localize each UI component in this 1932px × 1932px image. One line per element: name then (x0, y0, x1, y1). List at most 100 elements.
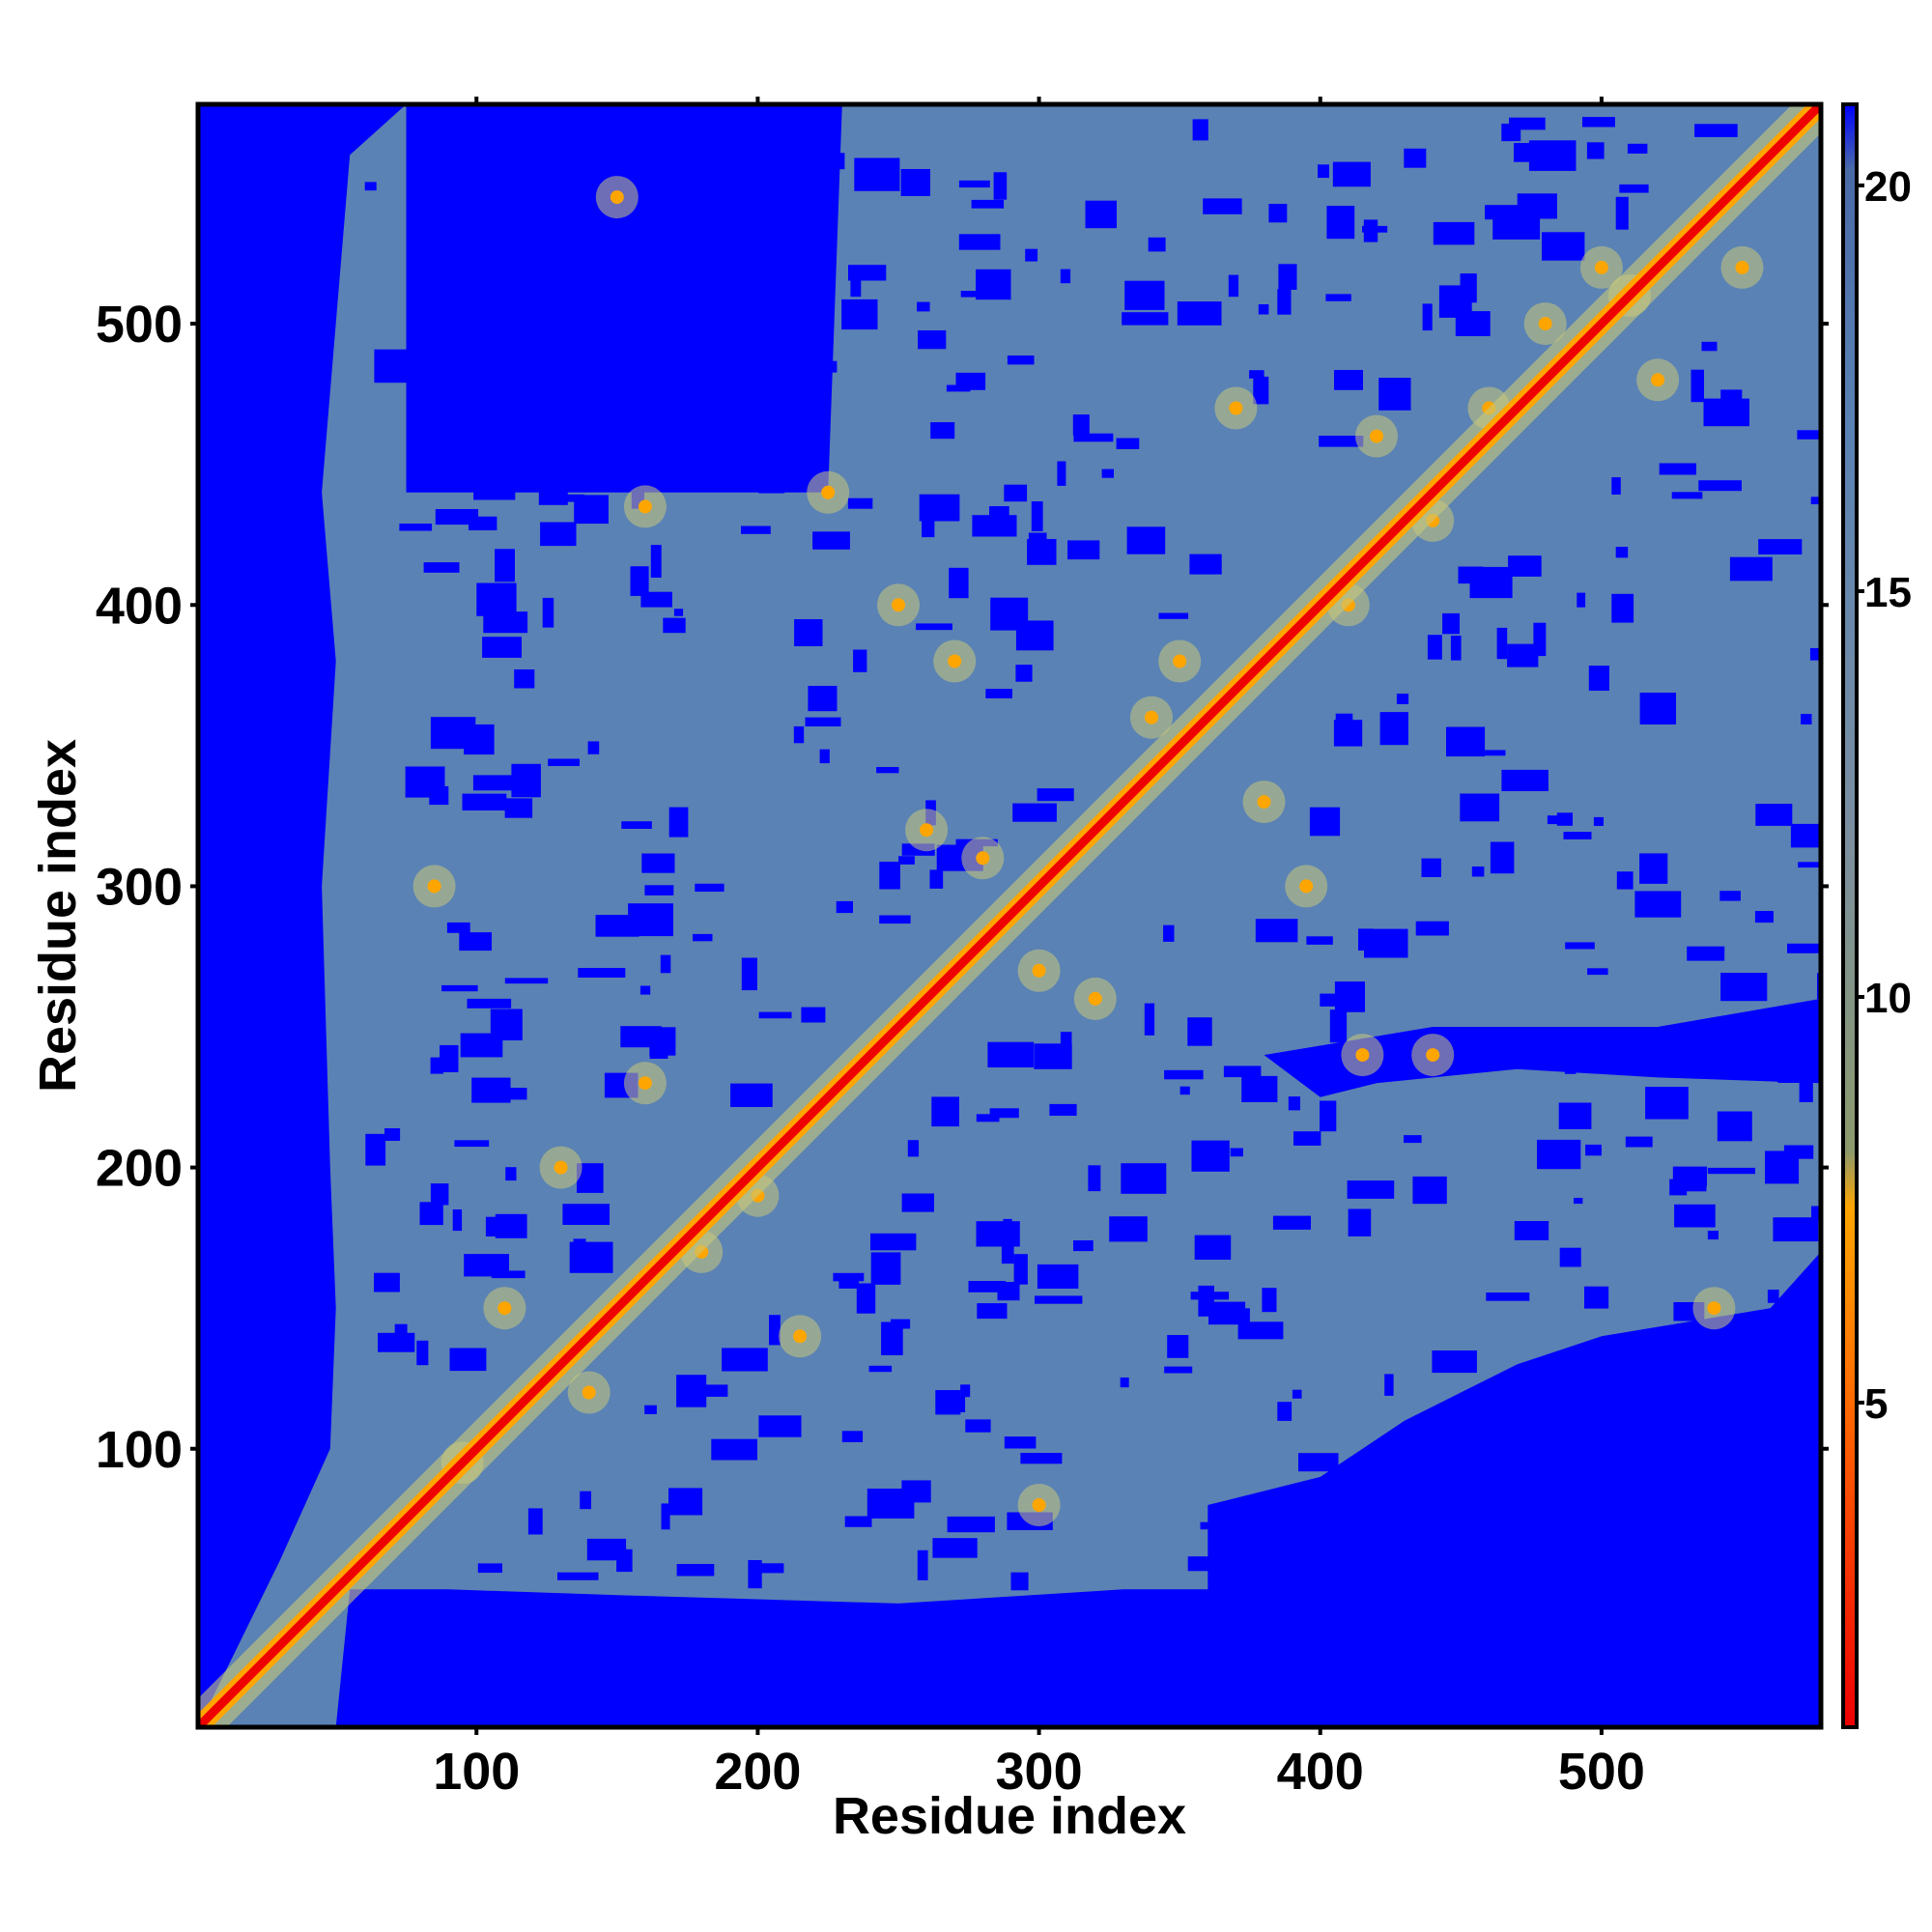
far-distance-cell (1577, 592, 1586, 608)
far-distance-cell (1492, 208, 1541, 240)
far-distance-cell (365, 1133, 386, 1166)
far-distance-cell (1501, 769, 1548, 791)
x-tick-label: 100 (433, 1743, 520, 1801)
far-distance-cell (898, 856, 915, 865)
far-distance-cell (1319, 436, 1364, 447)
far-distance-cell (1379, 712, 1408, 746)
contact-point (1594, 260, 1608, 274)
contact-point (1370, 429, 1383, 443)
far-distance-cell (1477, 750, 1506, 756)
far-distance-cell (1641, 1556, 1689, 1581)
far-distance-cell (918, 330, 947, 350)
far-distance-cell (1758, 539, 1803, 554)
far-distance-cell (750, 154, 794, 174)
far-distance-cell (1547, 815, 1566, 825)
far-distance-cell (1124, 280, 1165, 310)
far-distance-cell (917, 1549, 928, 1580)
far-distance-cell (1378, 378, 1411, 411)
far-distance-cell (854, 157, 900, 191)
far-distance-cell (1057, 461, 1066, 486)
far-distance-cell (1421, 858, 1441, 877)
far-distance-cell (505, 1167, 517, 1181)
far-distance-cell (1191, 1140, 1230, 1172)
far-distance-cell (441, 984, 478, 992)
far-distance-cell (836, 900, 853, 914)
far-distance-cell (805, 717, 841, 726)
far-distance-cell (794, 619, 823, 646)
far-distance-cell (1031, 501, 1043, 531)
far-distance-cell (416, 1340, 429, 1366)
contact-point (638, 1076, 652, 1091)
far-distance-cell (1073, 1240, 1094, 1252)
far-distance-cell (1639, 853, 1668, 884)
y-tick-label: 300 (96, 858, 183, 916)
far-distance-cell (384, 1128, 401, 1141)
far-distance-cell (446, 922, 470, 933)
far-distance-cell (556, 494, 584, 502)
far-distance-cell (1582, 117, 1615, 128)
far-distance-cell (542, 597, 554, 628)
far-distance-cell (1192, 119, 1208, 141)
far-distance-cell (602, 136, 632, 145)
far-distance-cell (476, 582, 517, 616)
far-distance-cell (847, 497, 873, 509)
far-distance-cell (1318, 164, 1329, 179)
far-distance-cell (1404, 1135, 1422, 1144)
far-distance-cell (374, 349, 408, 384)
far-distance-cell (1347, 1180, 1395, 1199)
far-distance-cell (1179, 1086, 1190, 1095)
far-distance-cell (1004, 1436, 1037, 1449)
far-distance-cell (1625, 1477, 1660, 1500)
far-distance-cell (1277, 1509, 1313, 1519)
far-distance-cell (1072, 414, 1090, 436)
far-distance-cell (692, 288, 724, 320)
far-distance-cell (1786, 1337, 1804, 1369)
far-distance-cell (1615, 547, 1629, 558)
far-distance-cell (1085, 200, 1117, 229)
far-distance-cell (580, 1491, 591, 1510)
far-distance-cell (1384, 1374, 1394, 1396)
far-distance-cell (668, 384, 695, 412)
far-distance-cell (758, 1415, 802, 1437)
contact-point (1299, 879, 1314, 894)
y-axis-title: Residue index (29, 739, 87, 1093)
far-distance-cell (890, 1319, 911, 1329)
far-distance-cell (1460, 793, 1500, 822)
far-distance-cell (971, 199, 1005, 209)
far-distance-cell (1659, 463, 1696, 475)
far-distance-cell (1037, 788, 1074, 802)
far-distance-cell (812, 531, 850, 550)
far-distance-cell (650, 545, 662, 578)
far-distance-cell (1421, 1432, 1435, 1459)
far-distance-cell (1619, 184, 1649, 193)
far-distance-cell (1645, 1087, 1689, 1120)
far-distance-cell (1187, 1556, 1219, 1572)
far-distance-cell (1720, 389, 1743, 417)
far-distance-cell (1241, 1075, 1278, 1102)
far-distance-cell (1122, 312, 1169, 326)
far-distance-cell (1707, 1231, 1719, 1240)
far-distance-cell (540, 522, 577, 547)
far-distance-cell (1542, 232, 1585, 261)
far-distance-cell (595, 915, 639, 937)
far-distance-cell (1253, 376, 1269, 405)
colorbar-tick-label: 5 (1864, 1380, 1888, 1428)
contact-point (1257, 795, 1271, 810)
far-distance-cell (841, 1431, 864, 1442)
contact-point (497, 1301, 512, 1316)
far-distance-cell (1237, 1321, 1284, 1340)
far-distance-cell (586, 1538, 627, 1561)
far-distance-cell (514, 669, 535, 689)
far-distance-cell (870, 1233, 917, 1251)
far-distance-cell (1189, 554, 1222, 575)
far-distance-cell (989, 506, 1009, 527)
far-distance-cell (482, 637, 522, 658)
far-distance-cell (881, 1321, 903, 1355)
far-distance-cell (750, 1563, 784, 1574)
far-distance-cell (1163, 924, 1175, 942)
contact-point (976, 851, 990, 866)
far-distance-cell (1025, 248, 1038, 262)
far-distance-cell (690, 202, 716, 235)
far-distance-cell (504, 978, 549, 984)
